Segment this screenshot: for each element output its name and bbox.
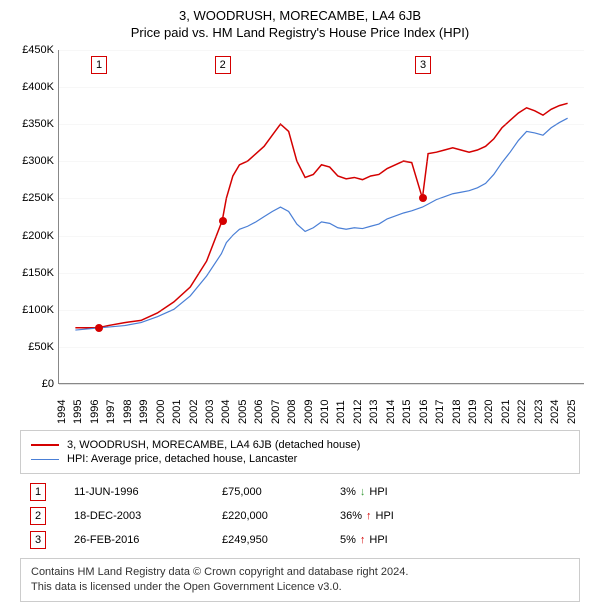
x-axis-label: 2004 bbox=[220, 400, 232, 424]
y-axis-label: £300K bbox=[10, 155, 54, 167]
legend: 3, WOODRUSH, MORECAMBE, LA4 6JB (detache… bbox=[20, 430, 580, 474]
x-axis-label: 2024 bbox=[549, 400, 561, 424]
y-axis-label: £0 bbox=[10, 378, 54, 390]
sale-table-row: 3 26-FEB-2016 £249,950 5% ↑ HPI bbox=[20, 528, 580, 552]
x-axis-label: 2011 bbox=[335, 400, 347, 424]
legend-swatch bbox=[31, 459, 59, 460]
x-axis-label: 1994 bbox=[56, 400, 68, 424]
footer-line: This data is licensed under the Open Gov… bbox=[31, 580, 569, 595]
x-axis-label: 2009 bbox=[303, 400, 315, 424]
x-axis-label: 1995 bbox=[72, 400, 84, 424]
sale-marker: 1 bbox=[91, 56, 107, 74]
delta-arrow-icon: ↑ bbox=[366, 510, 372, 522]
footer-line: Contains HM Land Registry data © Crown c… bbox=[31, 565, 569, 580]
sale-price: £75,000 bbox=[222, 486, 312, 498]
x-axis-label: 2005 bbox=[237, 400, 249, 424]
x-axis-label: 2007 bbox=[270, 400, 282, 424]
y-axis-label: £150K bbox=[10, 267, 54, 279]
x-axis-label: 2019 bbox=[467, 400, 479, 424]
x-axis-label: 2025 bbox=[566, 400, 578, 424]
x-axis-label: 2014 bbox=[385, 400, 397, 424]
legend-item: HPI: Average price, detached house, Lanc… bbox=[31, 453, 569, 465]
gridline bbox=[59, 124, 584, 125]
legend-swatch bbox=[31, 444, 59, 446]
x-axis-label: 2016 bbox=[418, 400, 430, 424]
sale-date: 11-JUN-1996 bbox=[74, 486, 194, 498]
series-line-property bbox=[75, 103, 567, 327]
legend-label: HPI: Average price, detached house, Lanc… bbox=[67, 453, 297, 465]
y-axis-label: £200K bbox=[10, 230, 54, 242]
chart-box: 1 2 3 £0 £50K £100K £150K £200K £250K £300K £350K… bbox=[10, 46, 590, 426]
x-axis-label: 2020 bbox=[483, 400, 495, 424]
x-axis-label: 1996 bbox=[89, 400, 101, 424]
sale-dot bbox=[95, 324, 103, 332]
x-axis-label: 2023 bbox=[533, 400, 545, 424]
y-axis-label: £100K bbox=[10, 304, 54, 316]
gridline bbox=[59, 273, 584, 274]
delta-arrow-icon: ↑ bbox=[360, 534, 366, 546]
sale-price: £249,950 bbox=[222, 534, 312, 546]
x-axis-label: 2006 bbox=[253, 400, 265, 424]
chart-title: 3, WOODRUSH, MORECAMBE, LA4 6JB bbox=[10, 8, 590, 23]
x-axis-label: 2015 bbox=[401, 400, 413, 424]
x-axis-label: 2001 bbox=[171, 400, 183, 424]
x-axis-label: 2018 bbox=[451, 400, 463, 424]
sale-marker: 3 bbox=[415, 56, 431, 74]
y-axis-label: £250K bbox=[10, 192, 54, 204]
x-axis-label: 1998 bbox=[122, 400, 134, 424]
y-axis-label: £50K bbox=[10, 341, 54, 353]
gridline bbox=[59, 384, 584, 385]
sale-delta: 3% ↓ HPI bbox=[340, 486, 430, 498]
series-line-hpi bbox=[75, 118, 567, 330]
sale-dot bbox=[419, 194, 427, 202]
x-axis-label: 2012 bbox=[352, 400, 364, 424]
sale-date: 18-DEC-2003 bbox=[74, 510, 194, 522]
x-axis-label: 2021 bbox=[500, 400, 512, 424]
x-axis-label: 2017 bbox=[434, 400, 446, 424]
legend-item: 3, WOODRUSH, MORECAMBE, LA4 6JB (detache… bbox=[31, 439, 569, 451]
x-axis-label: 2002 bbox=[188, 400, 200, 424]
sale-delta: 36% ↑ HPI bbox=[340, 510, 430, 522]
sale-index-box: 3 bbox=[30, 531, 46, 549]
sale-marker: 2 bbox=[215, 56, 231, 74]
sale-date: 26-FEB-2016 bbox=[74, 534, 194, 546]
x-axis-label: 2013 bbox=[368, 400, 380, 424]
chart-container: 3, WOODRUSH, MORECAMBE, LA4 6JB Price pa… bbox=[0, 0, 600, 612]
gridline bbox=[59, 347, 584, 348]
gridline bbox=[59, 50, 584, 51]
sale-table-row: 1 11-JUN-1996 £75,000 3% ↓ HPI bbox=[20, 480, 580, 504]
x-axis-label: 2003 bbox=[204, 400, 216, 424]
sales-table: 1 11-JUN-1996 £75,000 3% ↓ HPI 2 18-DEC-2003 £… bbox=[20, 480, 580, 552]
chart-subtitle: Price paid vs. HM Land Registry's House … bbox=[10, 25, 590, 40]
y-axis-label: £350K bbox=[10, 118, 54, 130]
footer: Contains HM Land Registry data © Crown c… bbox=[20, 558, 580, 602]
y-axis-label: £400K bbox=[10, 81, 54, 93]
gridline bbox=[59, 161, 584, 162]
x-axis-label: 2010 bbox=[319, 400, 331, 424]
x-axis-label: 2000 bbox=[155, 400, 167, 424]
sale-table-row: 2 18-DEC-2003 £220,000 36% ↑ HPI bbox=[20, 504, 580, 528]
y-axis-label: £450K bbox=[10, 44, 54, 56]
gridline bbox=[59, 198, 584, 199]
x-axis-label: 1997 bbox=[105, 400, 117, 424]
delta-arrow-icon: ↓ bbox=[360, 486, 366, 498]
gridline bbox=[59, 236, 584, 237]
sale-index-box: 2 bbox=[30, 507, 46, 525]
plot-area: 1 2 3 bbox=[58, 50, 584, 384]
sale-index-box: 1 bbox=[30, 483, 46, 501]
sale-delta: 5% ↑ HPI bbox=[340, 534, 430, 546]
sale-dot bbox=[219, 217, 227, 225]
sale-price: £220,000 bbox=[222, 510, 312, 522]
x-axis-label: 2022 bbox=[516, 400, 528, 424]
x-axis-label: 2008 bbox=[286, 400, 298, 424]
gridline bbox=[59, 310, 584, 311]
x-axis-label: 1999 bbox=[138, 400, 150, 424]
line-layer bbox=[59, 50, 584, 383]
gridline bbox=[59, 87, 584, 88]
legend-label: 3, WOODRUSH, MORECAMBE, LA4 6JB (detache… bbox=[67, 439, 360, 451]
